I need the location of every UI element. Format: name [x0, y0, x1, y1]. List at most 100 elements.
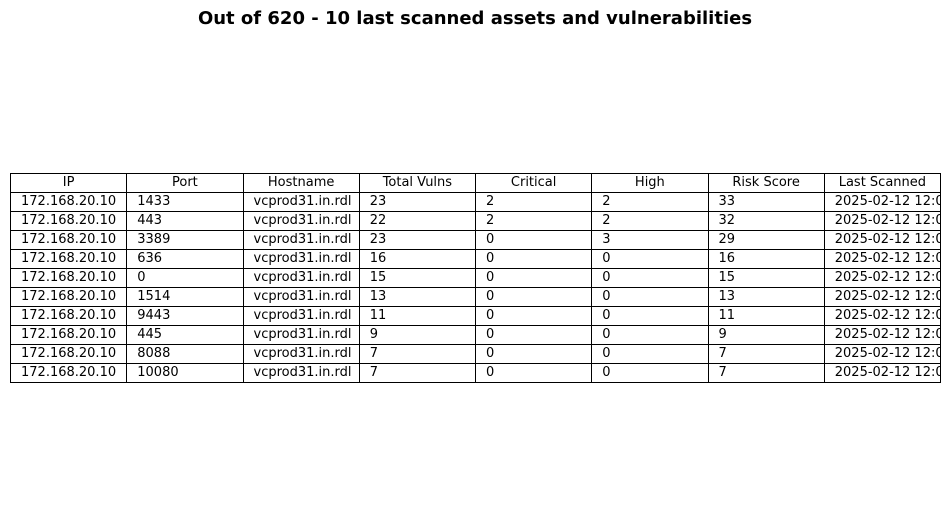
cell-hostname: vcprod31.in.rdl [242, 363, 360, 383]
cell-last-scanned: 2025-02-12 12:0 [823, 268, 942, 288]
cell-ip: 172.168.20.10 [9, 344, 128, 364]
cell-last-scanned: 2025-02-12 12:0 [823, 249, 942, 269]
cell-total-vulns: 11 [358, 306, 477, 326]
cell-high: 0 [591, 268, 709, 288]
cell-hostname: vcprod31.in.rdl [242, 325, 360, 345]
header-high: High [591, 173, 709, 193]
cell-ip: 172.168.20.10 [9, 363, 128, 383]
table-row: 172.168.20.10 3389 vcprod31.in.rdl 23 0 3 29 20… [9, 230, 942, 250]
cell-hostname: vcprod31.in.rdl [242, 344, 360, 364]
cell-critical: 0 [474, 230, 593, 250]
cell-hostname: vcprod31.in.rdl [242, 268, 360, 288]
cell-total-vulns: 7 [358, 363, 477, 383]
table-row: 172.168.20.10 1433 vcprod31.in.rdl 23 2 2 33 20… [9, 192, 942, 212]
cell-ip: 172.168.20.10 [9, 268, 128, 288]
cell-port: 443 [126, 211, 244, 231]
cell-last-scanned: 2025-02-12 12:0 [823, 363, 942, 383]
cell-ip: 172.168.20.10 [9, 192, 128, 212]
header-ip: IP [9, 173, 128, 193]
cell-high: 0 [591, 306, 709, 326]
cell-risk-score: 33 [707, 192, 825, 212]
cell-port: 636 [126, 249, 244, 269]
cell-hostname: vcprod31.in.rdl [242, 230, 360, 250]
cell-risk-score: 7 [707, 363, 825, 383]
cell-port: 8088 [126, 344, 244, 364]
cell-risk-score: 16 [707, 249, 825, 269]
cell-ip: 172.168.20.10 [9, 249, 128, 269]
cell-last-scanned: 2025-02-12 12:0 [823, 344, 942, 364]
cell-high: 0 [591, 249, 709, 269]
cell-last-scanned: 2025-02-12 12:0 [823, 230, 942, 250]
cell-total-vulns: 13 [358, 287, 477, 307]
header-last-scanned: Last Scanned [823, 173, 942, 193]
table-row: 172.168.20.10 636 vcprod31.in.rdl 16 0 0 16 202… [9, 249, 942, 269]
cell-critical: 0 [474, 249, 593, 269]
cell-critical: 0 [474, 363, 593, 383]
table-row: 172.168.20.10 445 vcprod31.in.rdl 9 0 0 9 2025-… [9, 325, 942, 345]
cell-last-scanned: 2025-02-12 12:0 [823, 325, 942, 345]
cell-last-scanned: 2025-02-12 12:0 [823, 306, 942, 326]
cell-critical: 0 [474, 268, 593, 288]
cell-high: 0 [591, 344, 709, 364]
cell-total-vulns: 16 [358, 249, 477, 269]
cell-high: 0 [591, 363, 709, 383]
cell-last-scanned: 2025-02-12 12:0 [823, 211, 942, 231]
table-row: 172.168.20.10 8088 vcprod31.in.rdl 7 0 0 7 2025… [9, 344, 942, 364]
cell-hostname: vcprod31.in.rdl [242, 192, 360, 212]
cell-high: 0 [591, 325, 709, 345]
cell-hostname: vcprod31.in.rdl [242, 306, 360, 326]
cell-critical: 2 [474, 211, 593, 231]
cell-total-vulns: 9 [358, 325, 477, 345]
cell-high: 3 [591, 230, 709, 250]
cell-ip: 172.168.20.10 [9, 287, 128, 307]
cell-total-vulns: 23 [358, 192, 477, 212]
table-row: 172.168.20.10 0 vcprod31.in.rdl 15 0 0 15 2025-… [9, 268, 942, 288]
cell-risk-score: 9 [707, 325, 825, 345]
cell-hostname: vcprod31.in.rdl [242, 287, 360, 307]
table-row: 172.168.20.10 10080 vcprod31.in.rdl 7 0 0 7 202… [9, 363, 942, 383]
cell-high: 2 [591, 192, 709, 212]
cell-critical: 0 [474, 306, 593, 326]
cell-port: 3389 [126, 230, 244, 250]
cell-critical: 0 [474, 287, 593, 307]
cell-total-vulns: 15 [358, 268, 477, 288]
cell-risk-score: 7 [707, 344, 825, 364]
cell-total-vulns: 7 [358, 344, 477, 364]
chart-title: Out of 620 - 10 last scanned assets and … [197, 8, 753, 29]
assets-vulnerabilities-table: IP Port Hostname Total Vulns Critical Hi… [9, 173, 942, 383]
cell-last-scanned: 2025-02-12 12:0 [823, 192, 942, 212]
cell-ip: 172.168.20.10 [9, 230, 128, 250]
assets-table-container: IP Port Hostname Total Vulns Critical Hi… [9, 173, 942, 383]
table-header-row: IP Port Hostname Total Vulns Critical Hi… [9, 173, 942, 193]
cell-total-vulns: 22 [358, 211, 477, 231]
table-row: 172.168.20.10 1514 vcprod31.in.rdl 13 0 0 13 20… [9, 287, 942, 307]
table-body: 172.168.20.10 1433 vcprod31.in.rdl 23 2 2 33 20… [9, 192, 942, 383]
cell-critical: 0 [474, 325, 593, 345]
header-risk-score: Risk Score [707, 173, 825, 193]
cell-port: 0 [126, 268, 244, 288]
header-critical: Critical [474, 173, 593, 193]
cell-critical: 0 [474, 344, 593, 364]
cell-high: 2 [591, 211, 709, 231]
header-total-vulns: Total Vulns [358, 173, 477, 193]
cell-critical: 2 [474, 192, 593, 212]
cell-risk-score: 32 [707, 211, 825, 231]
cell-port: 9443 [126, 306, 244, 326]
cell-risk-score: 15 [707, 268, 825, 288]
cell-port: 1514 [126, 287, 244, 307]
cell-high: 0 [591, 287, 709, 307]
cell-port: 445 [126, 325, 244, 345]
table-row: 172.168.20.10 443 vcprod31.in.rdl 22 2 2 32 202… [9, 211, 942, 231]
cell-port: 10080 [126, 363, 244, 383]
header-port: Port [126, 173, 244, 193]
cell-ip: 172.168.20.10 [9, 306, 128, 326]
table-row: 172.168.20.10 9443 vcprod31.in.rdl 11 0 0 11 20… [9, 306, 942, 326]
cell-port: 1433 [126, 192, 244, 212]
cell-total-vulns: 23 [358, 230, 477, 250]
cell-risk-score: 13 [707, 287, 825, 307]
cell-risk-score: 29 [707, 230, 825, 250]
cell-hostname: vcprod31.in.rdl [242, 211, 360, 231]
cell-risk-score: 11 [707, 306, 825, 326]
cell-last-scanned: 2025-02-12 12:0 [823, 287, 942, 307]
cell-ip: 172.168.20.10 [9, 325, 128, 345]
